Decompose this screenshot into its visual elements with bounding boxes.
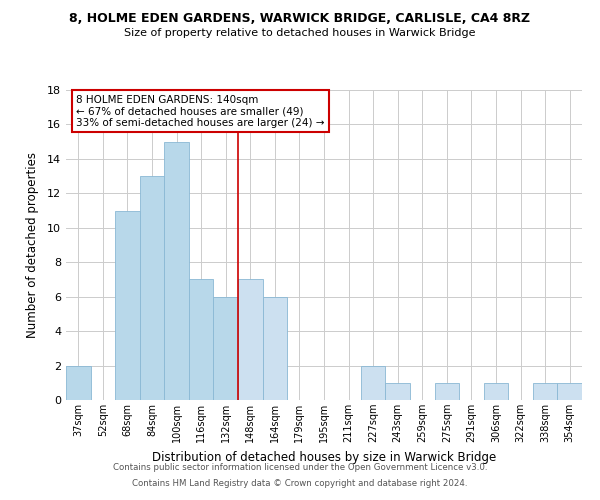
Bar: [140, 176, 164, 400]
Bar: [189, 280, 214, 400]
Bar: [164, 142, 189, 400]
Bar: [434, 383, 459, 400]
Bar: [214, 296, 238, 400]
Text: Size of property relative to detached houses in Warwick Bridge: Size of property relative to detached ho…: [124, 28, 476, 38]
Bar: [533, 383, 557, 400]
Bar: [484, 383, 508, 400]
Bar: [385, 383, 410, 400]
Bar: [115, 210, 140, 400]
Bar: [557, 383, 582, 400]
Text: 8 HOLME EDEN GARDENS: 140sqm
← 67% of detached houses are smaller (49)
33% of se: 8 HOLME EDEN GARDENS: 140sqm ← 67% of de…: [76, 94, 325, 128]
Y-axis label: Number of detached properties: Number of detached properties: [26, 152, 38, 338]
Bar: [238, 280, 263, 400]
Text: Contains public sector information licensed under the Open Government Licence v3: Contains public sector information licen…: [113, 464, 487, 472]
Bar: [263, 296, 287, 400]
X-axis label: Distribution of detached houses by size in Warwick Bridge: Distribution of detached houses by size …: [152, 450, 496, 464]
Text: 8, HOLME EDEN GARDENS, WARWICK BRIDGE, CARLISLE, CA4 8RZ: 8, HOLME EDEN GARDENS, WARWICK BRIDGE, C…: [70, 12, 530, 26]
Bar: [66, 366, 91, 400]
Text: Contains HM Land Registry data © Crown copyright and database right 2024.: Contains HM Land Registry data © Crown c…: [132, 478, 468, 488]
Bar: [361, 366, 385, 400]
